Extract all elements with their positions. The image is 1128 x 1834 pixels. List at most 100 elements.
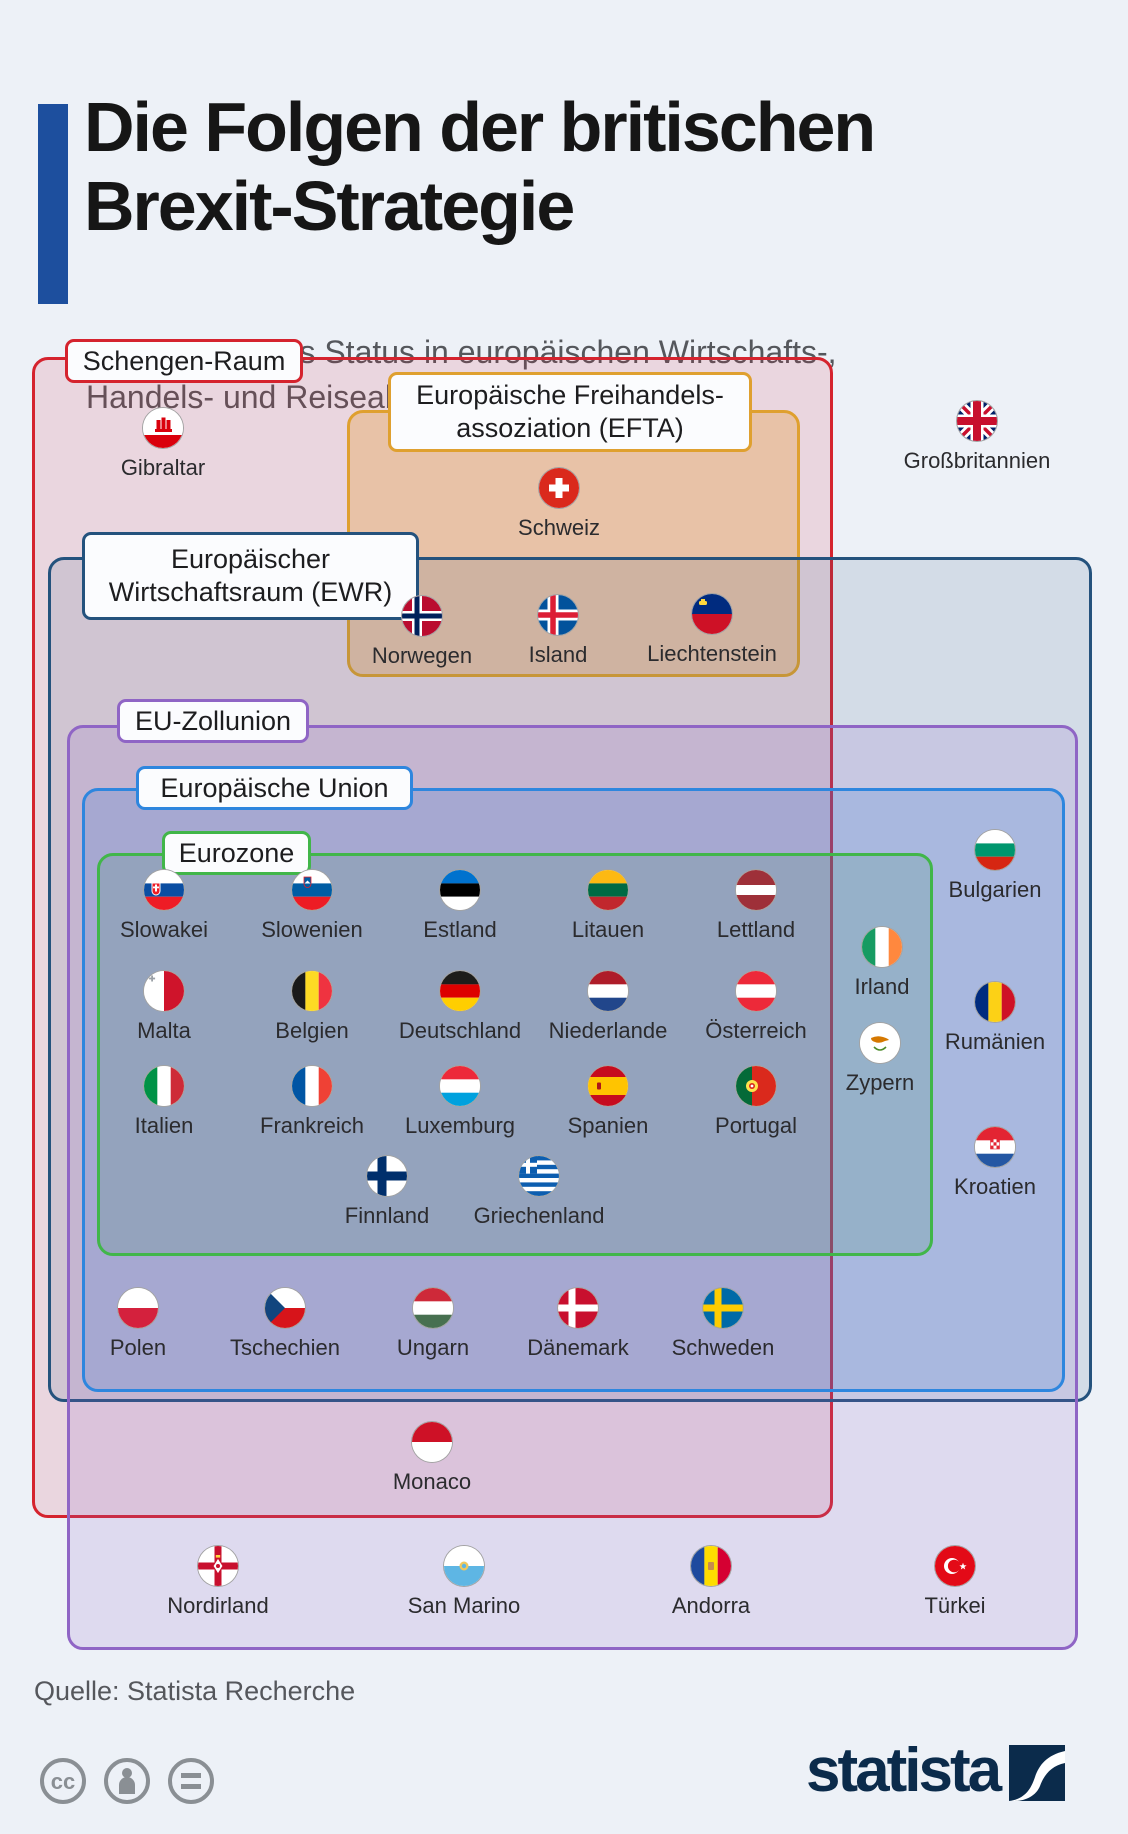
flag-slowakei-icon xyxy=(143,869,185,911)
country-label: Slowakei xyxy=(119,917,209,942)
country-label: Slowenien xyxy=(261,917,363,942)
flag-bulgarien-icon xyxy=(974,829,1016,871)
label-schengen-text: Schengen-Raum xyxy=(82,345,286,376)
country-label: Kroatien xyxy=(954,1174,1036,1199)
country-label: Belgien xyxy=(275,1018,349,1043)
statista-mark-icon xyxy=(1009,1744,1066,1801)
label-europaeische-union: Europäische Union xyxy=(136,766,413,810)
flag-zypern-icon xyxy=(859,1022,901,1064)
license-icons: cc xyxy=(38,1754,254,1813)
flag-monaco-icon xyxy=(411,1421,453,1463)
flag-tschechien-icon xyxy=(264,1287,306,1329)
country-label: Italien xyxy=(134,1113,194,1138)
label-schengen-raum: Schengen-Raum xyxy=(65,339,303,383)
label-zollunion-text: EU-Zollunion xyxy=(134,705,292,736)
country-label: Nordirland xyxy=(167,1593,269,1618)
flag-norwegen-icon xyxy=(401,595,443,637)
flag-niederlande-icon xyxy=(587,970,629,1012)
country-label: Schweiz xyxy=(518,515,600,540)
cc-icon: cc xyxy=(40,1758,86,1804)
label-eu-zollunion: EU-Zollunion xyxy=(117,699,309,743)
flag-liechtenstein-icon xyxy=(691,593,733,635)
country-label: Zypern xyxy=(845,1070,915,1095)
label-ewr: Europäischer Wirtschaftsraum (EWR) xyxy=(82,532,419,620)
flag-tuerkei-icon xyxy=(934,1545,976,1587)
flag-estland-icon xyxy=(439,869,481,911)
country-label: Spanien xyxy=(567,1113,649,1138)
country-label: Irland xyxy=(854,974,910,999)
flag-ungarn-icon xyxy=(412,1287,454,1329)
country-label: Tschechien xyxy=(229,1335,341,1360)
country-label: Großbritannien xyxy=(903,448,1051,473)
country-label: Türkei xyxy=(924,1593,986,1618)
country-label: Estland xyxy=(423,917,497,942)
flag-gibraltar-icon xyxy=(142,407,184,449)
flag-polen-icon xyxy=(117,1287,159,1329)
label-efta: Europäische Freihandels-assoziation (EFT… xyxy=(388,372,752,452)
country-label: Monaco xyxy=(392,1469,472,1494)
zone-ewr xyxy=(48,557,1092,1402)
country-label: Malta xyxy=(137,1018,191,1043)
country-label: Finnland xyxy=(344,1203,430,1228)
country-label: Island xyxy=(528,642,588,667)
country-label: Luxemburg xyxy=(404,1113,516,1138)
svg-text:cc: cc xyxy=(51,1769,75,1794)
country-label: Schweden xyxy=(671,1335,775,1360)
statista-logo: statista xyxy=(806,1736,1066,1805)
country-label: Polen xyxy=(109,1335,167,1360)
no-derivatives-equals-icon xyxy=(168,1758,214,1804)
flag-slowenien-icon xyxy=(291,869,333,911)
flag-deutschland-icon xyxy=(439,970,481,1012)
country-label: Rumänien xyxy=(944,1029,1046,1054)
country-label: Andorra xyxy=(671,1593,751,1618)
flag-grossbritannien-icon xyxy=(956,400,998,442)
flag-malta-icon xyxy=(143,970,185,1012)
country-label: Frankreich xyxy=(260,1113,364,1138)
label-efta-text: Europäische Freihandels-assoziation (EFT… xyxy=(416,380,724,443)
label-eu-text: Europäische Union xyxy=(160,772,389,803)
flag-kroatien-icon xyxy=(974,1126,1016,1168)
label-eurozone: Eurozone xyxy=(162,831,311,875)
flag-portugal-icon xyxy=(735,1065,777,1107)
flag-rumaenien-icon xyxy=(974,981,1016,1023)
flag-island-icon xyxy=(537,594,579,636)
label-ewr-text: Europäischer Wirtschaftsraum (EWR) xyxy=(108,544,393,607)
flag-san-marino-icon xyxy=(443,1545,485,1587)
country-label: Griechenland xyxy=(473,1203,605,1228)
country-label: Bulgarien xyxy=(948,877,1042,902)
country-label: Gibraltar xyxy=(120,455,206,480)
flag-spanien-icon xyxy=(587,1065,629,1107)
flag-finnland-icon xyxy=(366,1155,408,1197)
title-accent-bar xyxy=(38,104,68,304)
flag-andorra-icon xyxy=(690,1545,732,1587)
title-line2: Brexit-Strategie xyxy=(84,167,575,246)
page-title: Die Folgen der britischen Brexit-Strateg… xyxy=(84,88,1084,246)
country-label: Litauen xyxy=(571,917,645,942)
flag-schweden-icon xyxy=(702,1287,744,1329)
flag-belgien-icon xyxy=(291,970,333,1012)
flag-lettland-icon xyxy=(735,869,777,911)
flag-irland-icon xyxy=(861,926,903,968)
source-note: Quelle: Statista Recherche xyxy=(34,1676,356,1706)
flag-nordirland-icon xyxy=(197,1545,239,1587)
flag-italien-icon xyxy=(143,1065,185,1107)
country-label: Norwegen xyxy=(371,643,473,668)
title-line1: Die Folgen der britischen xyxy=(84,88,876,166)
statista-wordmark: statista xyxy=(806,1736,1002,1805)
country-label: Dänemark xyxy=(527,1335,629,1360)
attribution-person-icon xyxy=(104,1758,150,1804)
country-label: San Marino xyxy=(407,1593,521,1618)
country-label: Österreich xyxy=(705,1018,807,1043)
flag-luxemburg-icon xyxy=(439,1065,481,1107)
zone-eurozone xyxy=(97,853,933,1256)
country-label: Ungarn xyxy=(396,1335,470,1360)
country-label: Lettland xyxy=(716,917,796,942)
flag-frankreich-icon xyxy=(291,1065,333,1107)
zone-eu-zollunion xyxy=(67,725,1078,1650)
flag-oesterreich-icon xyxy=(735,970,777,1012)
country-label: Niederlande xyxy=(548,1018,668,1043)
country-label: Deutschland xyxy=(398,1018,522,1043)
country-label: Liechtenstein xyxy=(647,641,777,666)
label-eurozone-text: Eurozone xyxy=(178,837,295,868)
